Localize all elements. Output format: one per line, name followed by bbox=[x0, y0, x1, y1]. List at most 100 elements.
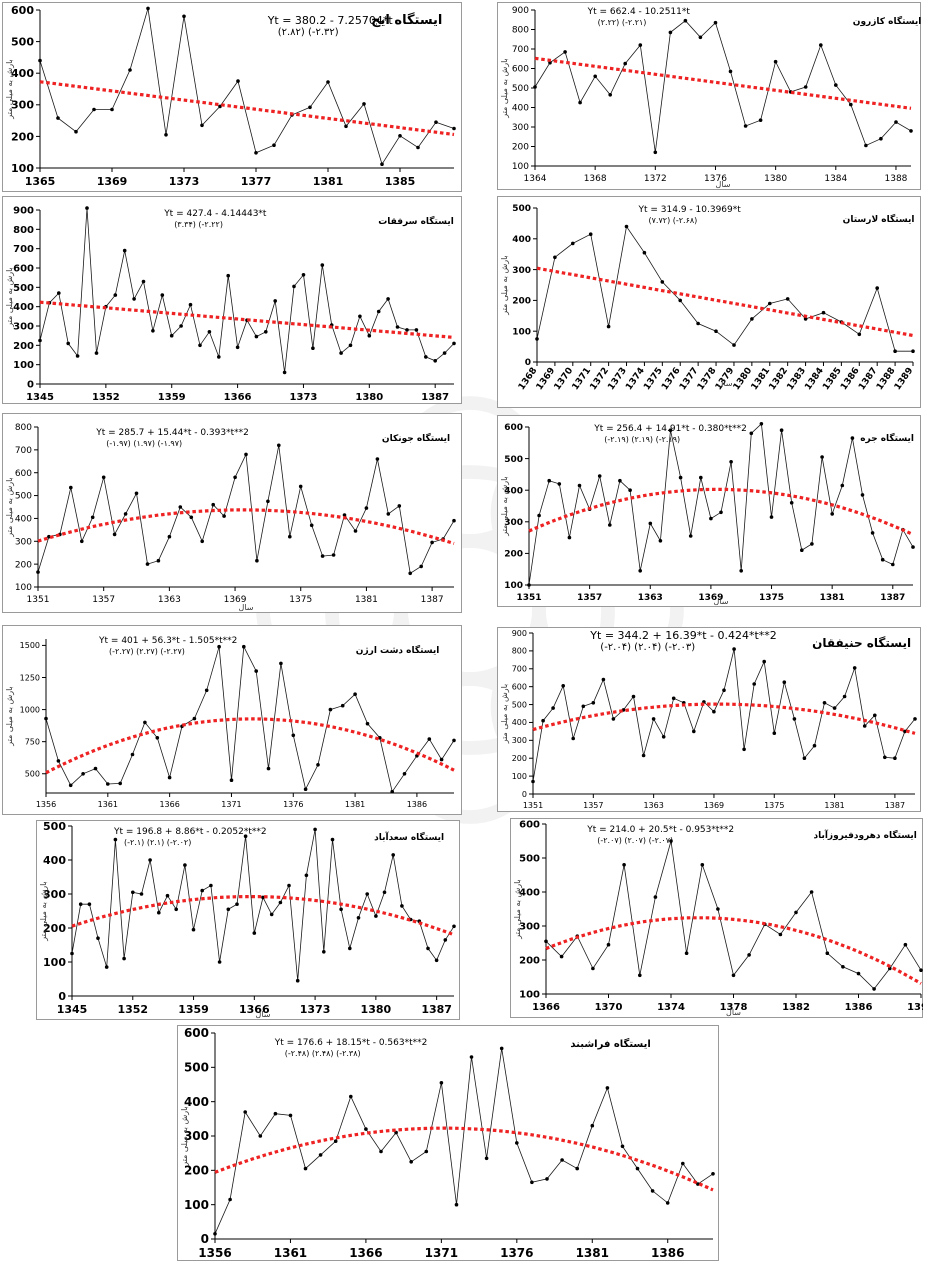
data-point bbox=[367, 333, 372, 338]
y-tick-label: 300 bbox=[184, 1129, 209, 1143]
observed-series-line bbox=[45, 645, 455, 793]
data-point bbox=[78, 902, 83, 906]
data-point bbox=[750, 317, 754, 321]
trend-line bbox=[71, 894, 455, 937]
data-point bbox=[211, 502, 215, 507]
data-point bbox=[218, 104, 222, 109]
data-point bbox=[822, 701, 827, 705]
data-point bbox=[581, 704, 586, 709]
x-tick-label: 1386 bbox=[845, 1002, 873, 1013]
data-point bbox=[699, 475, 703, 480]
y-tick-label: 900 bbox=[512, 6, 529, 16]
data-point bbox=[333, 1139, 338, 1143]
trend-equation: Yt = 256.4 + 14.91*t - 0.380*t**2 bbox=[593, 424, 747, 434]
data-point bbox=[650, 1189, 655, 1193]
data-point bbox=[567, 535, 572, 540]
data-point bbox=[416, 145, 420, 150]
y-tick-label: 100 bbox=[512, 162, 529, 172]
x-tick-label: 1380 bbox=[361, 1003, 392, 1016]
data-point bbox=[279, 661, 283, 666]
data-point bbox=[903, 942, 908, 947]
data-point bbox=[830, 512, 834, 516]
data-point bbox=[328, 707, 333, 712]
data-point bbox=[174, 907, 178, 912]
data-point bbox=[320, 554, 325, 558]
tstat-values: (-۲.۲۷) (۲.۲۷) (-۲.۲۷) bbox=[109, 647, 185, 656]
x-tick-label: 1390 bbox=[907, 1002, 923, 1013]
y-axis-label: بارش به میلی متر bbox=[500, 684, 509, 745]
data-point bbox=[809, 890, 814, 894]
y-tick-label: 500 bbox=[512, 84, 529, 94]
y-tick-label: 400 bbox=[512, 235, 531, 245]
data-point bbox=[803, 85, 808, 89]
data-point bbox=[38, 338, 42, 343]
data-point bbox=[191, 927, 196, 932]
data-point bbox=[358, 314, 362, 319]
data-point bbox=[380, 162, 384, 166]
data-point bbox=[541, 718, 545, 723]
data-point bbox=[684, 951, 689, 955]
data-point bbox=[287, 883, 291, 888]
data-point bbox=[348, 343, 353, 348]
data-point bbox=[909, 129, 913, 133]
data-point bbox=[378, 736, 382, 740]
x-tick-label: 1389 bbox=[893, 366, 916, 392]
y-tick-label: 200 bbox=[43, 922, 66, 935]
tstat-values: (-۱.۹۷) (۱.۹۷) (-۱.۹۷) bbox=[106, 439, 182, 448]
chart-frame bbox=[497, 2, 921, 190]
y-axis-label: بارش به میلی متر bbox=[500, 255, 509, 316]
x-tick-label: 1366 bbox=[224, 392, 252, 403]
data-point bbox=[553, 255, 557, 260]
x-tick-label: 1381 bbox=[824, 801, 844, 810]
data-point bbox=[578, 100, 582, 105]
x-tick-label: 1363 bbox=[158, 595, 181, 605]
station-title: ایستگاه حنیفقان bbox=[812, 636, 911, 650]
x-tick-label: 1376 bbox=[704, 174, 727, 184]
data-point bbox=[430, 540, 434, 545]
y-tick-label: 600 bbox=[512, 65, 529, 75]
data-point bbox=[349, 1094, 353, 1099]
data-point bbox=[782, 680, 787, 684]
data-point bbox=[353, 692, 357, 696]
data-point bbox=[681, 1161, 685, 1166]
trend-equation: Yt = 214.0 + 20.5*t - 0.953*t**2 bbox=[586, 825, 734, 835]
data-point bbox=[398, 134, 402, 138]
data-point bbox=[69, 485, 73, 490]
data-point bbox=[397, 504, 402, 508]
data-point bbox=[70, 951, 74, 956]
trend-equation: Yt = 662.4 - 10.2511*t bbox=[587, 7, 691, 17]
data-point bbox=[611, 717, 616, 721]
data-point bbox=[330, 837, 335, 842]
x-tick-label: 1386 bbox=[651, 1246, 684, 1260]
x-tick-label: 1381 bbox=[345, 800, 365, 809]
data-point bbox=[638, 973, 642, 978]
observed-series-line bbox=[528, 422, 914, 586]
x-tick-label: 1351 bbox=[523, 801, 543, 810]
y-axis-label: بارش به میلی متر bbox=[180, 1106, 189, 1167]
data-point bbox=[658, 539, 663, 543]
data-point bbox=[308, 105, 312, 110]
data-point bbox=[758, 118, 763, 122]
data-point bbox=[800, 548, 804, 552]
data-point bbox=[588, 232, 593, 236]
data-point bbox=[709, 516, 713, 521]
y-tick-label: 300 bbox=[519, 922, 540, 933]
data-point bbox=[669, 839, 673, 843]
data-point bbox=[597, 474, 602, 478]
data-point bbox=[731, 973, 736, 978]
station-title: ایستگاه فراشبند bbox=[570, 1037, 650, 1050]
data-point bbox=[92, 107, 96, 112]
x-tick-label: 1363 bbox=[643, 801, 663, 810]
data-point bbox=[692, 729, 696, 734]
y-tick-label: 100 bbox=[512, 772, 527, 781]
data-point bbox=[439, 1081, 444, 1085]
data-point bbox=[714, 329, 718, 333]
data-point bbox=[130, 752, 135, 757]
data-point bbox=[732, 343, 736, 347]
data-point bbox=[113, 837, 118, 842]
chart-svg-farashband: 0 100 200 300 400 500 600 1356 1361 1366 1371 1376 1… bbox=[177, 1025, 719, 1261]
data-point bbox=[840, 483, 845, 488]
data-point bbox=[313, 827, 317, 832]
data-point bbox=[382, 890, 387, 895]
data-point bbox=[683, 18, 688, 23]
